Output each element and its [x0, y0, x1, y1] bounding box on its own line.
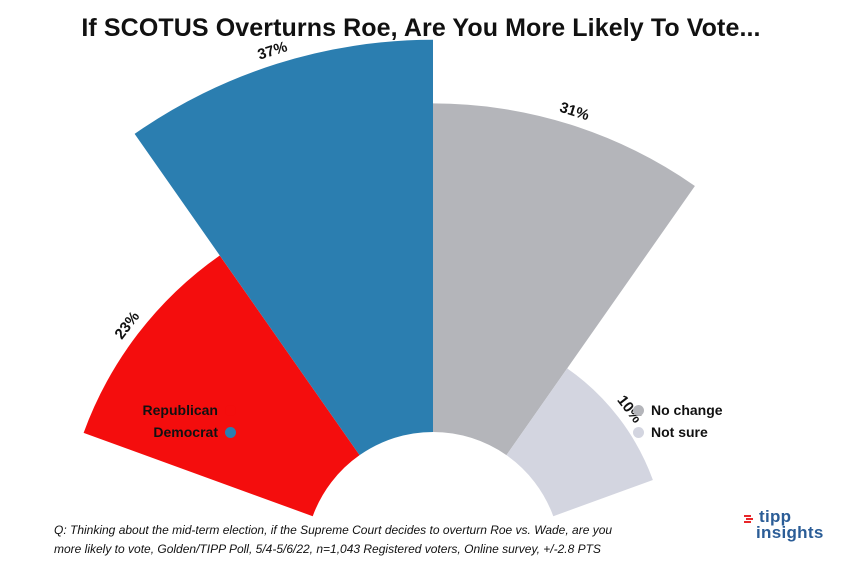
brand-mark-icon — [744, 515, 753, 523]
footnote-line-1: Q: Thinking about the mid-term election,… — [54, 523, 613, 537]
sector-not-sure — [506, 368, 653, 517]
legend-item-no-change: No change — [633, 399, 773, 421]
sector-republican — [83, 255, 360, 517]
legend-label: No change — [651, 402, 723, 418]
chart-sectors — [83, 39, 695, 517]
legend-label: Republican — [142, 402, 218, 418]
footnote: Q: Thinking about the mid-term election,… — [54, 521, 694, 559]
brand-subtitle: insights — [756, 523, 824, 542]
chart-title: If SCOTUS Overturns Roe, Are You More Li… — [81, 14, 761, 42]
legend-swatch-republican — [225, 404, 236, 416]
footnote-line-2: more likely to vote, Golden/TIPP Poll, 5… — [54, 542, 601, 556]
legend-right: No change Not sure — [633, 399, 773, 443]
brand-name: tipp — [759, 507, 792, 526]
legend-swatch-no-change — [633, 404, 644, 416]
legend-swatch-not-sure — [633, 426, 644, 438]
legend-item-not-sure: Not sure — [633, 421, 773, 443]
data-label-no-change: 31% — [557, 99, 591, 124]
legend-swatch-democrat — [225, 426, 236, 438]
data-label-democrat: 37% — [256, 38, 290, 63]
sector-no-change — [433, 103, 695, 456]
legend-left: Republican Democrat — [110, 399, 236, 443]
legend-label: Not sure — [651, 424, 708, 440]
legend-item-republican: Republican — [110, 399, 236, 421]
sector-democrat — [134, 39, 433, 456]
brand-logo: tipp insights — [744, 507, 836, 546]
legend-label: Democrat — [153, 424, 218, 440]
legend-item-democrat: Democrat — [110, 421, 236, 443]
